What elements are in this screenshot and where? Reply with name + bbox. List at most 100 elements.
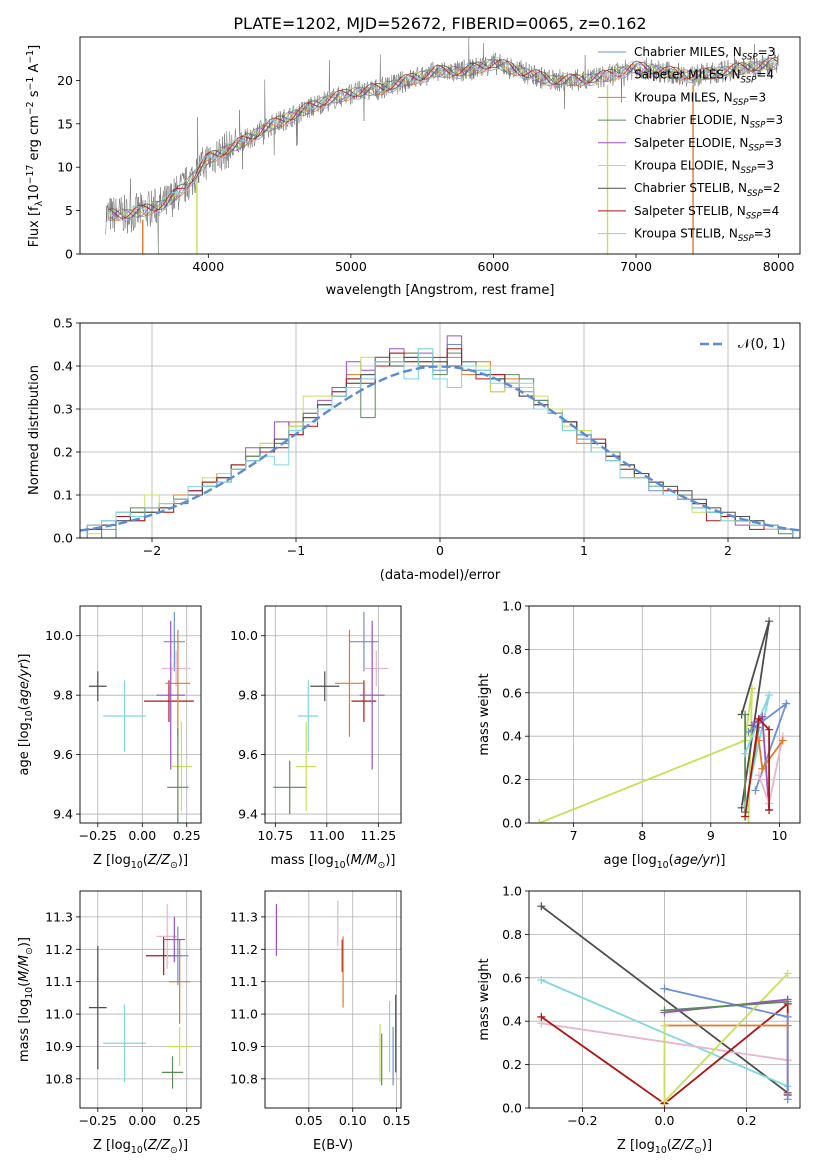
y-tick-label: 0.1 [53,488,73,503]
y-tick-label: 1.0 [502,599,522,614]
x-tick-label: 0.00 [128,1113,156,1128]
x-axis-label: E(B-V) [313,1138,353,1153]
weight-marker [765,725,774,734]
x-tick-label: 0.2 [737,1113,757,1128]
x-axis-label: mass [log10(M/M⊙)] [271,853,396,871]
axes-frame [79,322,801,539]
x-tick-label: 11.25 [360,828,396,843]
weight-marker [754,771,763,780]
y-tick-label: 9.8 [53,688,73,703]
y-tick-label: 0.0 [502,816,522,831]
weight-marker [660,1097,669,1106]
y-tick-label: 9.6 [53,747,73,762]
x-axis-label: (data-model)/error [380,568,501,583]
legend-label: Chabrier MILES, NSSP=3 [634,45,775,63]
y-axis-label: Normed distribution [27,365,42,495]
y-tick-label: 11.0 [45,1007,73,1022]
weight-marker [783,997,792,1006]
y-tick-label: 11.0 [230,1007,258,1022]
x-tick-label: 2 [724,543,732,558]
y-axis-label: mass [log10(M/M⊙)] [17,937,35,1062]
y-tick-label: 0.0 [502,1101,522,1116]
weight-marker [660,1006,669,1015]
y-tick-label: 11.2 [230,942,258,957]
y-tick-label: 0.6 [502,685,522,700]
panel-mass_vs_EBV: 0.05 0.10 0.15 10.8 10.9 11.0 11.1 11.2 11.3 E(B-… [230,890,411,1153]
weight-marker [744,727,753,736]
plot-area [537,902,792,1108]
x-tick-label: −1 [287,543,305,558]
axes-frame [264,890,402,1109]
plot-area [88,611,194,823]
x-tick-label: 0 [436,543,444,558]
legend-label: Kroupa MILES, NSSP=3 [634,90,766,108]
weight-marker [537,1012,546,1021]
y-tick-label: 9.4 [238,807,258,822]
x-tick-label: 0.25 [173,1113,201,1128]
weight-marker [660,984,669,993]
panel-age_vs_Z: −0.25 0.00 0.25 9.4 9.6 9.8 10.0 Z [log10(Z/Z⊙)… [17,605,202,871]
axes-frame [79,890,202,1109]
x-tick-label: 5000 [335,259,367,274]
x-tick-label: 10.75 [257,828,293,843]
weight-marker [783,1095,792,1104]
y-tick-label: 0.4 [502,729,522,744]
y-tick-label: 15 [57,116,73,131]
legend-label: Salpeter MILES, NSSP=4 [634,68,774,86]
y-axis-label: mass weight [477,673,492,755]
y-tick-label: 10 [57,160,73,175]
y-tick-label: 0.2 [502,772,522,787]
model-spectrum-line [108,57,778,219]
plot-area [88,903,193,1089]
weight-line [664,1000,788,1012]
x-axis-label: wavelength [Angstrom, rest frame] [326,283,555,298]
y-tick-label: 9.4 [53,807,73,822]
y-tick-label: 10.9 [45,1039,73,1054]
x-tick-label: 11.00 [309,828,345,843]
x-tick-label: 0.15 [383,1113,411,1128]
weight-marker [741,749,750,758]
legend-label: Chabrier ELODIE, NSSP=3 [634,113,783,131]
panel-residuals: −2 −1 0 1 2 0.0 0.1 0.2 0.3 0.4 0.5 𝒩(0, 1) (data-mo… [27,316,801,583]
legend-label: Kroupa ELODIE, NSSP=3 [634,159,774,177]
weight-marker [754,714,763,723]
y-tick-label: 10.8 [230,1071,258,1086]
x-axis-label: Z [log10(Z/Z⊙)] [93,1138,188,1156]
y-tick-label: 0.8 [502,642,522,657]
panel-weight_vs_Z: −0.2 0.0 0.2 0.0 0.2 0.4 0.6 0.8 1.0 Z [log10(Z/Z… [477,884,801,1156]
x-tick-label: 9 [707,828,715,843]
y-tick-label: 0 [65,247,73,262]
weight-marker [744,819,753,823]
weight-marker [741,710,750,719]
weight-marker [537,902,546,911]
x-tick-label: 0.00 [128,828,156,843]
model-spectrum-line [108,57,778,219]
y-tick-label: 0.6 [502,970,522,985]
weight-line [538,688,753,823]
y-axis-label: mass weight [477,958,492,1040]
y-tick-label: 5 [65,203,73,218]
x-axis-label: Z [log10(Z/Z⊙)] [617,1138,712,1156]
weight-line [744,716,770,817]
x-axis-label: age [log10(age/yr)] [603,853,725,871]
axes-frame [264,605,402,824]
x-tick-label: −2 [143,543,161,558]
weight-marker [660,1021,669,1030]
y-tick-label: 0.2 [53,445,73,460]
y-tick-label: 11.1 [45,974,73,989]
y-tick-label: 11.3 [230,909,258,924]
axes-frame [79,36,801,255]
weight-marker [765,690,774,699]
y-tick-label: 11.3 [45,909,73,924]
y-tick-label: 10.8 [45,1071,73,1086]
y-tick-label: 11.2 [45,942,73,957]
figure-title: PLATE=1202, MJD=52672, FIBERID=0065, z=0… [233,14,646,33]
y-tick-label: 11.1 [230,974,258,989]
panel-mass_vs_Z: −0.25 0.00 0.25 10.8 10.9 11.0 11.1 11.2 11.3 Z [… [17,890,202,1156]
weight-line [540,905,789,1094]
weight-marker [537,975,546,984]
x-tick-label: 7000 [620,259,652,274]
x-tick-label: 0.25 [173,828,201,843]
legend-label: Kroupa STELIB, NSSP=3 [634,227,771,245]
